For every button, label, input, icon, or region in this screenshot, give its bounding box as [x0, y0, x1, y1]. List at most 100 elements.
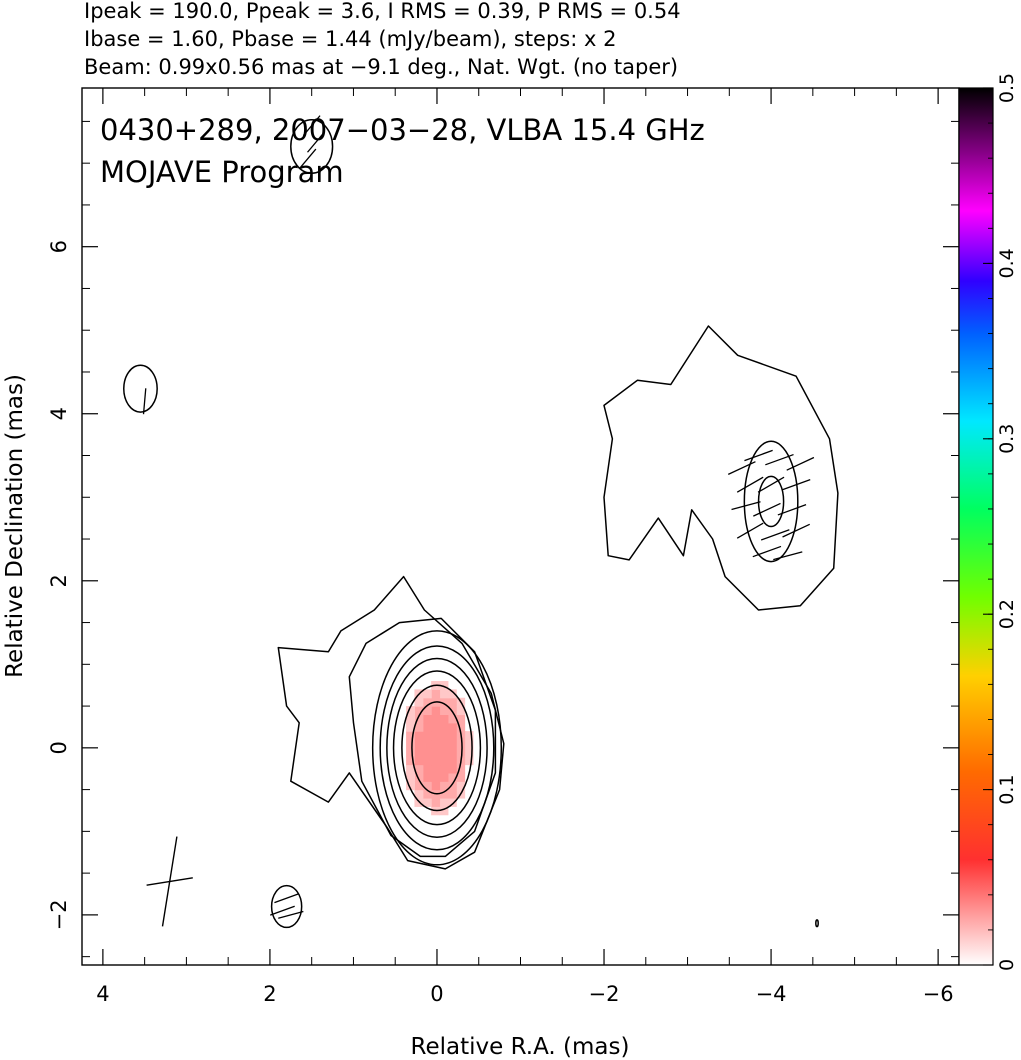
core-pixel — [439, 747, 449, 757]
core-pixel — [439, 706, 449, 716]
core-pixel — [422, 747, 432, 757]
core-pixel — [406, 722, 416, 732]
core-pixel — [456, 764, 466, 774]
core-pixel — [456, 714, 466, 724]
core-pixel — [456, 772, 466, 782]
core-pixel — [456, 739, 466, 749]
core-contour-ellipse — [379, 645, 495, 851]
core-pixel — [456, 706, 466, 716]
axis-ticks: 4 2 0 −2 −4 −6 −2 0 2 4 6 — [47, 88, 959, 1006]
y-tick-label: 4 — [47, 407, 71, 420]
core-pixel — [439, 681, 449, 690]
core-pixel — [431, 739, 441, 749]
evpa-tick — [753, 502, 781, 517]
core-pixel — [439, 714, 449, 724]
core-pixel — [422, 714, 432, 724]
core-contour-ellipse — [401, 684, 473, 812]
header-line-1: Ipeak = 190.0, Ppeak = 3.6, I RMS = 0.39… — [84, 0, 681, 23]
core-pixel — [406, 781, 416, 791]
core-pixel — [431, 756, 441, 766]
core-pixel — [431, 747, 441, 757]
isolated-contour — [815, 919, 819, 928]
y-axis-label: Relative Declination (mas) — [2, 374, 28, 678]
evpa-tick — [270, 905, 295, 916]
core-pixel — [406, 714, 416, 724]
evpa-tick — [302, 115, 321, 136]
core-pixel — [422, 739, 432, 749]
evpa-tick — [307, 131, 325, 153]
core-pixel — [422, 706, 432, 716]
core-contour-ellipse — [371, 630, 503, 866]
jet-outer-contour — [603, 325, 839, 611]
core-pixel — [422, 731, 432, 741]
core-pixel — [431, 797, 441, 807]
core-pixel — [431, 764, 441, 774]
core-outer-contour — [277, 575, 505, 870]
core-pixel — [456, 747, 466, 757]
core-pixel — [439, 772, 449, 782]
core-pixel — [406, 706, 416, 716]
core-pixel — [431, 722, 441, 732]
core-pixel — [422, 797, 432, 807]
core-pixel — [422, 789, 432, 799]
core-pixel — [447, 756, 457, 766]
isolated-contour — [270, 884, 303, 929]
isolated-contour — [290, 118, 334, 174]
core-pixel — [439, 789, 449, 799]
x-axis-label: Relative R.A. (mas) — [411, 1034, 630, 1060]
colorbar-tick-label: 0.3 — [996, 424, 1018, 454]
x-tick-label: −6 — [923, 982, 954, 1006]
evpa-tick — [298, 148, 317, 170]
core-pixel — [447, 797, 457, 807]
core-pixel — [422, 697, 432, 707]
core-pixel — [439, 722, 449, 732]
core-pixel — [447, 781, 457, 791]
core-pixel — [447, 697, 457, 707]
core-pixel — [414, 714, 424, 724]
jet-inner-contour — [757, 475, 785, 528]
core-pixel — [431, 772, 441, 782]
core-pixel — [406, 739, 416, 749]
evpa-tick — [727, 461, 756, 475]
colorbar-tick-label: 0.5 — [996, 73, 1018, 103]
core-pixel — [422, 764, 432, 774]
evpa-tick — [765, 453, 794, 466]
contour-lines — [123, 118, 839, 929]
core-pixel — [431, 689, 441, 699]
core-pixel — [414, 756, 424, 766]
evpa-tick — [731, 501, 761, 511]
core-pixel — [464, 756, 474, 766]
core-pixel — [414, 772, 424, 782]
header-line-2: Ibase = 1.60, Pbase = 1.44 (mJy/beam), s… — [84, 27, 616, 51]
core-pixel — [406, 772, 416, 782]
beam-minor-axis — [146, 877, 193, 886]
plot-frame — [81, 87, 960, 966]
core-pixel — [422, 722, 432, 732]
colorbar — [958, 87, 994, 966]
core-pixel — [431, 731, 441, 741]
evpa-tick — [757, 476, 785, 493]
core-pixel — [447, 739, 457, 749]
core-pixel — [439, 739, 449, 749]
evpa-ticks — [142, 115, 815, 919]
core-pixel — [464, 731, 474, 741]
colorbar-tick-label: 0.4 — [996, 248, 1018, 278]
core-pixel — [439, 764, 449, 774]
core-pixel — [422, 772, 432, 782]
beam-marker — [146, 836, 193, 927]
core-contour-ellipse — [411, 701, 463, 795]
header-line-3: Beam: 0.99x0.56 mas at −9.1 deg., Nat. W… — [84, 55, 678, 79]
core-pixel — [414, 747, 424, 757]
evpa-tick — [142, 388, 147, 415]
evpa-tick — [736, 476, 764, 493]
jet-inner-contour — [743, 440, 799, 563]
core-pixel — [447, 764, 457, 774]
core-pixel — [414, 706, 424, 716]
core-pixel — [439, 731, 449, 741]
core-pixel — [456, 722, 466, 732]
core-contour-ellipse — [392, 670, 482, 826]
y-tick-label: −2 — [47, 899, 71, 930]
core-pixel — [464, 747, 474, 757]
core-pixel — [431, 781, 441, 791]
